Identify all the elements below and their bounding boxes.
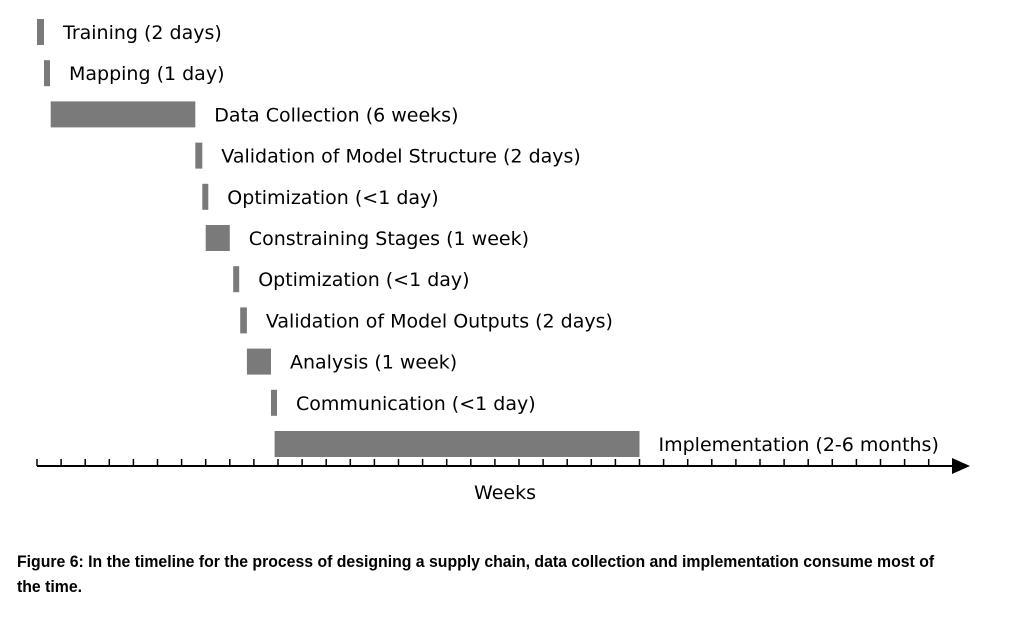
task-label: Mapping (1 day) bbox=[69, 63, 224, 85]
gantt-chart: Training (2 days) Mapping (1 day) Data Col… bbox=[36, 19, 970, 504]
figure-caption: Figure 6: In the timeline for the proces… bbox=[17, 552, 935, 596]
task-bar bbox=[240, 307, 247, 334]
task-label: Training (2 days) bbox=[62, 22, 222, 44]
task-label: Validation of Model Structure (2 days) bbox=[221, 146, 581, 168]
bars-layer bbox=[37, 19, 640, 457]
task-label: Optimization (<1 day) bbox=[258, 269, 469, 291]
task-label: Data Collection (6 weeks) bbox=[214, 104, 458, 126]
task-bar bbox=[233, 266, 240, 293]
task-bar bbox=[37, 19, 44, 45]
task-bar bbox=[202, 183, 209, 210]
task-bar bbox=[195, 142, 203, 169]
task-bar bbox=[246, 348, 271, 375]
x-axis-label: Weeks bbox=[474, 482, 536, 504]
task-label: Communication (<1 day) bbox=[296, 393, 536, 415]
task-label: Optimization (<1 day) bbox=[227, 187, 438, 209]
task-bar bbox=[205, 225, 230, 251]
task-label: Implementation (2-6 months) bbox=[659, 434, 939, 456]
task-label: Constraining Stages (1 week) bbox=[249, 228, 529, 250]
task-bar bbox=[274, 431, 640, 457]
task-bar bbox=[50, 101, 196, 128]
task-label: Validation of Model Outputs (2 days) bbox=[266, 310, 613, 332]
task-labels-layer: Training (2 days) Mapping (1 day) Data Col… bbox=[62, 22, 939, 456]
task-label: Analysis (1 week) bbox=[290, 352, 457, 374]
x-axis-ticks bbox=[36, 459, 930, 466]
x-axis-arrow bbox=[952, 458, 970, 474]
task-bar bbox=[271, 389, 277, 416]
x-axis: Weeks bbox=[36, 458, 970, 504]
task-bar bbox=[44, 60, 50, 87]
